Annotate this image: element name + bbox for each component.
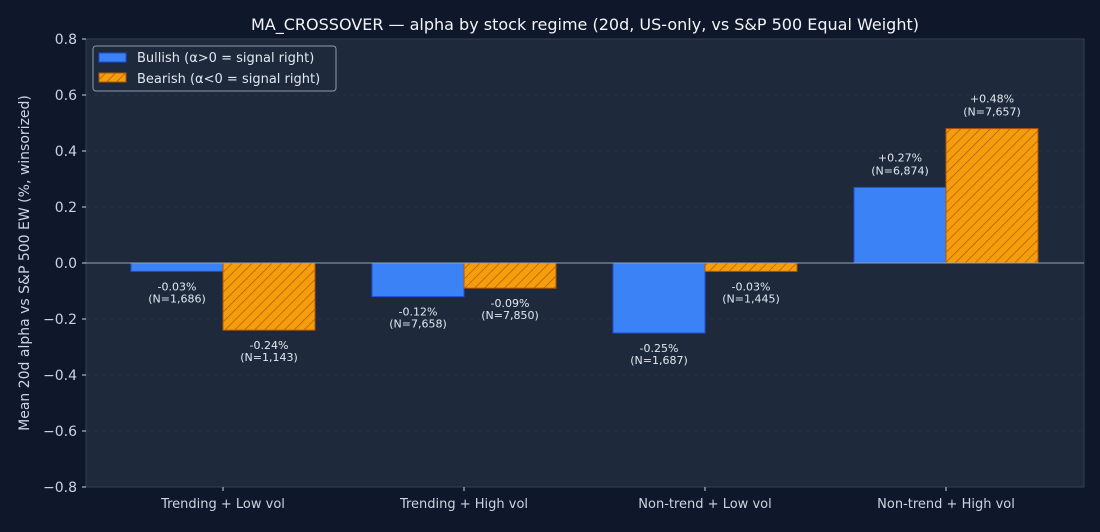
data-label-value: +0.27% [878,151,922,164]
legend: Bullish (α>0 = signal right) Bearish (α<… [92,45,337,92]
legend-swatch-bearish [98,72,127,83]
data-label-n: (N=7,850) [481,309,539,322]
data-label-n: (N=7,657) [963,106,1021,119]
bar-bearish [945,128,1039,264]
legend-label-bearish: Bearish (α<0 = signal right) [137,72,320,87]
data-label-n: (N=1,687) [630,354,688,367]
x-tick-label: Non-trend + High vol [877,497,1015,512]
bar-bullish [853,186,947,264]
data-label-value: +0.48% [970,93,1014,106]
bar-bullish [130,262,224,272]
data-label-value: -0.03% [732,280,771,293]
y-tick-label: 0.8 [55,32,77,48]
y-tick-label: −0.4 [43,368,77,384]
y-tick-label: −0.6 [43,424,77,440]
y-axis-label: Mean 20d alpha vs S&P 500 EW (%, winsori… [17,95,33,431]
bar-bearish [463,262,557,289]
data-label-n: (N=7,658) [389,318,447,331]
bar-bullish [612,262,706,334]
bar-bullish [371,262,465,298]
legend-label-bullish: Bullish (α>0 = signal right) [137,51,314,66]
y-tick-label: 0.6 [55,88,77,104]
data-label-n: (N=1,143) [240,351,298,364]
bar-bearish [704,262,798,272]
y-tick-label: 0.4 [55,144,77,160]
bar-bearish [222,262,316,331]
data-label-n: (N=1,445) [722,292,780,305]
y-tick-label: 0.0 [55,256,77,272]
y-tick-label: −0.2 [43,312,77,328]
y-tick-label: −0.8 [43,480,77,496]
data-label-value: -0.09% [491,297,530,310]
chart-title: MA_CROSSOVER — alpha by stock regime (20… [251,15,919,35]
data-label-value: -0.24% [250,339,289,352]
y-tick-label: 0.2 [55,200,77,216]
data-label-n: (N=1,686) [148,292,206,305]
legend-swatch-bullish [98,52,127,63]
x-tick-label: Non-trend + Low vol [638,497,771,512]
x-tick-label: Trending + High vol [399,497,528,512]
data-label-value: -0.03% [158,280,197,293]
x-tick-label: Trending + Low vol [160,497,285,512]
data-label-value: -0.25% [640,342,679,355]
data-label-n: (N=6,874) [871,164,929,177]
data-label-value: -0.12% [399,306,438,319]
